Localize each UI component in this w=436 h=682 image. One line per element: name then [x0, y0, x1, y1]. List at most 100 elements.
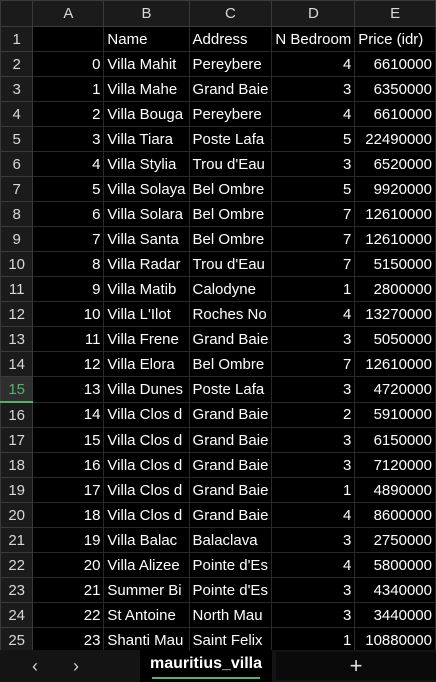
next-sheet-icon[interactable]: › [73, 656, 79, 676]
cell-name[interactable]: Villa Mahe [103, 76, 190, 102]
cell-address[interactable]: Bel Ombre [188, 176, 273, 202]
cell-index[interactable]: 11 [32, 326, 105, 352]
column-header-c[interactable]: C [188, 0, 273, 27]
row-header[interactable]: 9 [0, 226, 34, 252]
row-header[interactable]: 18 [0, 452, 34, 478]
cell-name[interactable]: Villa Elora [103, 351, 190, 377]
row-header[interactable]: 4 [0, 101, 34, 127]
cell-index[interactable]: 12 [32, 351, 105, 377]
cell-bedrooms[interactable]: 1 [271, 477, 356, 503]
cell-address[interactable]: Trou d'Eau [188, 151, 273, 177]
cell-index[interactable]: 13 [32, 376, 105, 403]
cell-name-header[interactable]: Name [103, 26, 190, 52]
row-header[interactable]: 22 [0, 552, 34, 578]
column-header-e[interactable]: E [354, 0, 436, 27]
cell-bedrooms[interactable]: 3 [271, 326, 356, 352]
cell-address[interactable]: Calodyne [188, 276, 273, 302]
cell-index[interactable]: 10 [32, 301, 105, 327]
cell-name[interactable]: Villa Clos d [103, 452, 190, 478]
cell-bedrooms[interactable]: 3 [271, 527, 356, 553]
row-header[interactable]: 14 [0, 351, 34, 377]
row-header[interactable]: 1 [0, 26, 34, 52]
cell-name[interactable]: St Antoine [103, 602, 190, 628]
row-header[interactable]: 19 [0, 477, 34, 503]
cell-price[interactable]: 4340000 [354, 577, 436, 603]
cell-name[interactable]: Villa Balac [103, 527, 190, 553]
cell-price[interactable]: 5050000 [354, 326, 436, 352]
cell-bedrooms[interactable]: 2 [271, 401, 356, 428]
cell-bedrooms[interactable]: 1 [271, 627, 356, 650]
cell-price[interactable]: 10880000 [354, 627, 436, 650]
cell-price[interactable]: 13270000 [354, 301, 436, 327]
cell-address[interactable]: Pereybere [188, 101, 273, 127]
cell-bedrooms[interactable]: 4 [271, 51, 356, 77]
cell-price[interactable]: 3440000 [354, 602, 436, 628]
cell-index[interactable]: 14 [32, 401, 105, 428]
row-header[interactable]: 15 [0, 376, 34, 403]
cell-bedrooms[interactable]: 7 [271, 201, 356, 227]
row-header[interactable]: 21 [0, 527, 34, 553]
cell-price[interactable]: 5150000 [354, 251, 436, 277]
cell-bedrooms[interactable]: 3 [271, 151, 356, 177]
cell-index[interactable]: 4 [32, 151, 105, 177]
cell-name[interactable]: Villa Radar [103, 251, 190, 277]
cell-index[interactable]: 17 [32, 477, 105, 503]
cell-name[interactable]: Summer Bi [103, 577, 190, 603]
cell-price[interactable]: 12610000 [354, 201, 436, 227]
cell-index[interactable]: 2 [32, 101, 105, 127]
cell-bedrooms[interactable]: 3 [271, 376, 356, 403]
cell-name[interactable]: Villa Mahit [103, 51, 190, 77]
cell-bedroom-header[interactable]: N Bedroom [271, 26, 356, 52]
cell-bedrooms[interactable]: 5 [271, 126, 356, 152]
row-header[interactable]: 23 [0, 577, 34, 603]
cell-bedrooms[interactable]: 3 [271, 452, 356, 478]
cell-address[interactable]: Bel Ombre [188, 351, 273, 377]
cell-price-header[interactable]: Price (idr) [354, 26, 436, 52]
cell-address[interactable]: Saint Felix [188, 627, 273, 650]
cell-address[interactable]: Grand Baie [188, 427, 273, 453]
cell-index[interactable]: 6 [32, 201, 105, 227]
cell-address[interactable]: Bel Ombre [188, 226, 273, 252]
cell-price[interactable]: 7120000 [354, 452, 436, 478]
cell-name[interactable]: Villa Clos d [103, 477, 190, 503]
cell-price[interactable]: 6350000 [354, 76, 436, 102]
cell-index[interactable]: 18 [32, 502, 105, 528]
cell-price[interactable]: 6610000 [354, 101, 436, 127]
cell-a[interactable] [32, 26, 105, 52]
cell-address[interactable]: Pereybere [188, 51, 273, 77]
cell-name[interactable]: Shanti Mau [103, 627, 190, 650]
cell-address[interactable]: Grand Baie [188, 326, 273, 352]
cell-bedrooms[interactable]: 4 [271, 552, 356, 578]
row-header[interactable]: 3 [0, 76, 34, 102]
cell-price[interactable]: 5800000 [354, 552, 436, 578]
cell-address[interactable]: Grand Baie [188, 477, 273, 503]
row-header[interactable]: 5 [0, 126, 34, 152]
cell-bedrooms[interactable]: 3 [271, 76, 356, 102]
cell-address[interactable]: Grand Baie [188, 76, 273, 102]
cell-price[interactable]: 12610000 [354, 226, 436, 252]
row-header[interactable]: 11 [0, 276, 34, 302]
cell-index[interactable]: 15 [32, 427, 105, 453]
cell-price[interactable]: 12610000 [354, 351, 436, 377]
row-header[interactable]: 10 [0, 251, 34, 277]
cell-index[interactable]: 22 [32, 602, 105, 628]
cell-address[interactable]: Roches No [188, 301, 273, 327]
row-header[interactable]: 25 [0, 627, 34, 650]
cell-index[interactable]: 7 [32, 226, 105, 252]
column-header-d[interactable]: D [271, 0, 356, 27]
cell-bedrooms[interactable]: 7 [271, 226, 356, 252]
cell-address[interactable]: Pointe d'Es [188, 577, 273, 603]
cell-index[interactable]: 1 [32, 76, 105, 102]
cell-name[interactable]: Villa Matib [103, 276, 190, 302]
cell-index[interactable]: 19 [32, 527, 105, 553]
cell-price[interactable]: 9920000 [354, 176, 436, 202]
cell-name[interactable]: Villa Tiara [103, 126, 190, 152]
cell-name[interactable]: Villa Santa [103, 226, 190, 252]
column-header-b[interactable]: B [103, 0, 190, 27]
row-header[interactable]: 13 [0, 326, 34, 352]
cell-address[interactable]: Grand Baie [188, 452, 273, 478]
prev-sheet-icon[interactable]: ‹ [32, 656, 38, 676]
cell-name[interactable]: Villa Clos d [103, 502, 190, 528]
cell-name[interactable]: Villa L'Ilot [103, 301, 190, 327]
row-header[interactable]: 7 [0, 176, 34, 202]
